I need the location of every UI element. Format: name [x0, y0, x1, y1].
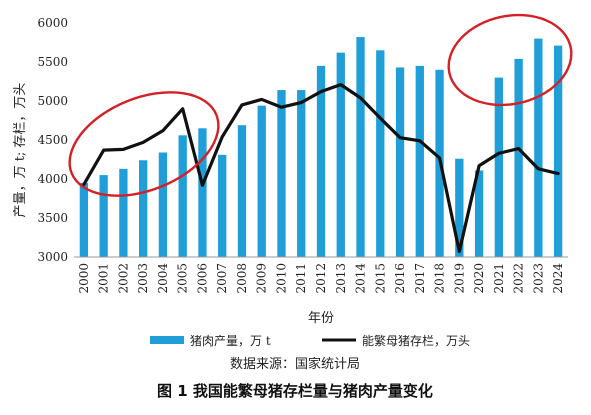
x-tick-label: 2003 [136, 263, 150, 294]
bar-2013 [336, 52, 345, 257]
bar-2014 [356, 37, 365, 257]
bar-series [79, 37, 563, 258]
bar-2021 [494, 77, 503, 257]
x-tick-label: 2008 [235, 263, 249, 294]
data-source: 数据来源：国家统计局 [230, 356, 360, 372]
x-tick-label: 2018 [433, 263, 447, 294]
bar-2008 [237, 125, 247, 258]
bar-2001 [99, 175, 108, 257]
bar-2024 [553, 45, 563, 258]
x-axis-title: 年份 [308, 311, 334, 326]
x-tick-label: 2016 [393, 263, 407, 294]
highlight-ellipse-right [447, 13, 573, 107]
bar-2004 [158, 152, 168, 257]
x-tick-label: 2013 [334, 263, 348, 294]
bar-2003 [139, 160, 148, 257]
x-tick-label: 2019 [452, 263, 466, 294]
y-tick-label: 5500 [37, 55, 68, 69]
x-tick-label: 2010 [274, 263, 288, 294]
legend-label-line: 能繁母猪存栏，万头 [362, 333, 470, 348]
x-tick-label: 2011 [294, 263, 308, 294]
bar-2016 [395, 67, 405, 258]
y-axis-title: 产量，万 t; 存栏，万头 [13, 83, 28, 218]
bar-2011 [297, 90, 306, 257]
x-tick-label: 2009 [255, 263, 269, 294]
x-tick-label: 2022 [512, 263, 526, 294]
legend-swatch-bar [150, 336, 184, 344]
x-tick-label: 2004 [156, 263, 170, 294]
bar-2012 [316, 65, 326, 258]
x-tick-labels: 2000 2001 2002 2003 2004 2005 2006 2007 2008 2009… [77, 263, 565, 294]
bar-2015 [376, 50, 385, 257]
x-tick-label: 2024 [551, 263, 565, 294]
figure-caption: 图 1 我国能繁母猪存栏量与猪肉产量变化 [157, 382, 433, 400]
bar-2010 [277, 90, 286, 257]
bar-2005 [178, 135, 187, 257]
x-tick-label: 2005 [176, 263, 190, 294]
y-tick-label: 6000 [37, 16, 68, 30]
bar-2019 [455, 158, 464, 257]
line-series [82, 83, 560, 254]
legend: 猪肉产量，万 t 能繁母猪存栏，万头 [150, 333, 470, 348]
bar-2017 [415, 65, 424, 258]
y-tick-label: 4500 [37, 133, 68, 147]
x-tick-label: 2015 [373, 263, 387, 294]
x-tick-label: 2002 [116, 263, 130, 294]
x-tick-label: 2000 [77, 263, 91, 294]
x-tick-label: 2020 [472, 263, 486, 294]
bar-2002 [119, 168, 128, 257]
x-tick-label: 2007 [215, 263, 229, 294]
bar-2020 [474, 170, 484, 257]
bar-2023 [534, 38, 543, 257]
bar-2009 [257, 105, 266, 258]
y-tick-label: 3500 [37, 211, 68, 225]
x-tick-label: 2001 [97, 263, 111, 294]
highlight-ellipse-left [68, 91, 220, 197]
x-tick-label: 2023 [531, 263, 545, 294]
y-tick-label: 5000 [37, 94, 68, 108]
y-tick-labels: 3000 3500 4000 4500 5000 5500 6000 [37, 16, 68, 264]
bar-2022 [514, 58, 523, 257]
x-tick-label: 2021 [492, 263, 506, 294]
bar-2007 [218, 154, 227, 257]
x-tick-label: 2012 [314, 263, 328, 294]
x-tick-label: 2014 [354, 263, 368, 294]
legend-label-bar: 猪肉产量，万 t [190, 334, 271, 348]
y-tick-label: 3000 [37, 250, 68, 264]
x-tick-label: 2017 [413, 263, 427, 294]
y-tick-label: 4000 [37, 172, 68, 186]
x-tick-label: 2006 [195, 263, 209, 294]
bar-2006 [198, 128, 207, 257]
bar-2000 [79, 182, 89, 257]
